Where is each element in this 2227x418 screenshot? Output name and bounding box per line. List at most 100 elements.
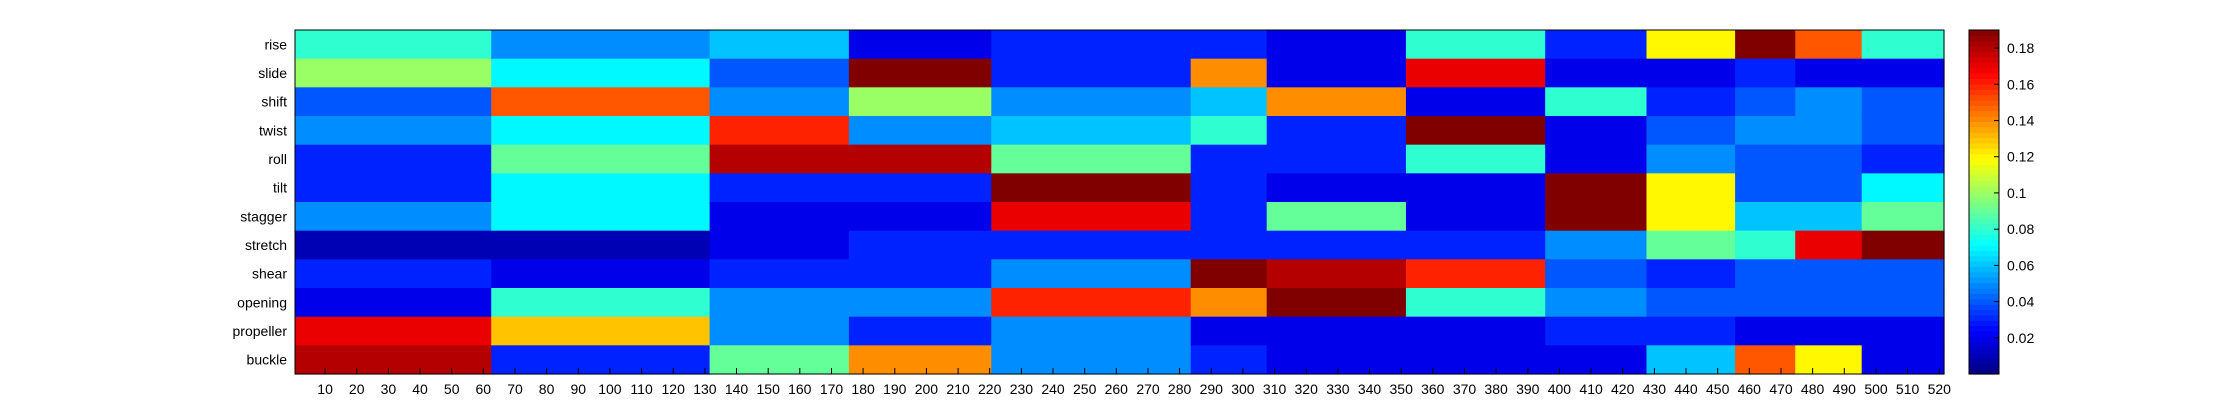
heatmap-cell-rise-12: [1861, 30, 1945, 60]
heatmap-cell-roll-7: [1405, 144, 1546, 174]
heatmap-cell-slide-9: [1646, 58, 1736, 88]
colorbar-segment: [1969, 175, 1999, 182]
heatmap-cell-roll-5: [1190, 144, 1268, 174]
heatmap-cell-rise-1: [491, 30, 711, 60]
heatmap-cell-stretch-1: [491, 230, 711, 260]
heatmap-cell-shear-9: [1646, 259, 1736, 289]
heatmap-cell-stagger-11: [1795, 202, 1863, 232]
heatmap-cell-shear-2: [709, 259, 850, 289]
x-tick-label-60: 60: [476, 381, 492, 397]
heatmap-cell-stretch-6: [1266, 230, 1407, 260]
row-label-rise: rise: [264, 36, 287, 52]
heatmap-cell-slide-4: [991, 58, 1192, 88]
heatmap-cell-tilt-6: [1266, 173, 1407, 203]
heatmap-cell-stretch-9: [1646, 230, 1736, 260]
x-tick-label-340: 340: [1358, 381, 1382, 397]
heatmap-cell-rise-6: [1266, 30, 1407, 60]
x-tick-label-220: 220: [978, 381, 1002, 397]
colorbar-segment: [1969, 132, 1999, 139]
colorbar-segment: [1969, 83, 1999, 90]
colorbar-tick-label: 0.04: [2007, 294, 2034, 310]
colorbar-segment: [1969, 148, 1999, 155]
heatmap-cell-slide-6: [1266, 58, 1407, 88]
x-tick-label-380: 380: [1484, 381, 1508, 397]
colorbar-tick-label: 0.14: [2007, 113, 2034, 129]
row-label-buckle: buckle: [247, 352, 288, 368]
row-label-shift: shift: [261, 94, 287, 110]
heatmap-cell-shift-8: [1545, 87, 1648, 117]
colorbar-segment: [1969, 56, 1999, 63]
colorbar-segment: [1969, 320, 1999, 327]
colorbar-tick-label: 0.08: [2007, 221, 2034, 237]
x-tick-label-100: 100: [598, 381, 622, 397]
colorbar-segment: [1969, 363, 1999, 370]
colorbar-segment: [1969, 73, 1999, 79]
heatmap-cell-tilt-2: [709, 173, 850, 203]
heatmap-cell-buckle-10: [1735, 345, 1796, 375]
x-tick-label-370: 370: [1453, 381, 1477, 397]
heatmap-cell-rise-9: [1646, 30, 1736, 60]
colorbar-segment: [1969, 121, 1999, 128]
heatmap-cell-roll-4: [991, 144, 1192, 174]
colorbar-tick-label: 0.16: [2007, 76, 2034, 92]
heatmap-cell-slide-10: [1735, 58, 1796, 88]
colorbar-segment: [1969, 352, 1999, 359]
heatmap-cell-twist-10: [1735, 116, 1796, 146]
heatmap-cell-twist-8: [1545, 116, 1648, 146]
colorbar-segment: [1969, 304, 1999, 311]
x-tick-label-80: 80: [539, 381, 555, 397]
heatmap-cell-propeller-0: [295, 316, 492, 346]
x-tick-label-70: 70: [507, 381, 523, 397]
colorbar-segment: [1969, 89, 1999, 96]
x-tick-label-390: 390: [1516, 381, 1540, 397]
heatmap-cell-twist-5: [1190, 116, 1268, 146]
heatmap-cell-propeller-1: [491, 316, 711, 346]
x-tick-label-400: 400: [1548, 381, 1572, 397]
heatmap-cell-shift-1: [491, 87, 711, 117]
colorbar-segment: [1969, 105, 1999, 112]
heatmap-cell-stagger-8: [1545, 202, 1648, 232]
colorbar-frame: [1968, 29, 2000, 375]
colorbar-segment: [1969, 309, 1999, 316]
heatmap-cell-opening-11: [1795, 288, 1863, 318]
colorbar-segment: [1969, 234, 1999, 241]
heatmap-cell-tilt-9: [1646, 173, 1736, 203]
colorbar-segment: [1969, 142, 1999, 149]
heatmap-cell-propeller-2: [709, 316, 850, 346]
heatmap-cell-propeller-7: [1405, 316, 1546, 346]
x-tick-label-490: 490: [1833, 381, 1857, 397]
heatmap-cell-rise-11: [1795, 30, 1863, 60]
colorbar-segment: [1969, 169, 1999, 176]
colorbar-segment: [1969, 46, 1999, 53]
heatmap-cell-stretch-2: [709, 230, 850, 260]
heatmap-cell-buckle-8: [1545, 345, 1648, 375]
heatmap-cell-stagger-2: [709, 202, 850, 232]
heatmap-cell-stagger-0: [295, 202, 492, 232]
heatmap-cell-stagger-5: [1190, 202, 1268, 232]
x-tick-label-450: 450: [1706, 381, 1730, 397]
colorbar-segment: [1969, 271, 1999, 278]
colorbar-segment: [1969, 110, 1999, 117]
x-tick-label-10: 10: [317, 381, 333, 397]
colorbar-tick-label: 0.12: [2007, 149, 2034, 165]
colorbar-segment: [1969, 239, 1999, 246]
heatmap-cell-shift-7: [1405, 87, 1546, 117]
heatmap-cell-opening-12: [1861, 288, 1945, 318]
heatmap-cell-opening-10: [1735, 288, 1796, 318]
colorbar-segment: [1969, 212, 1999, 219]
heatmap-cell-slide-0: [295, 58, 492, 88]
heatmap-cell-twist-2: [709, 116, 850, 146]
heatmap-cell-stagger-12: [1861, 202, 1945, 232]
heatmap-cell-shift-4: [991, 87, 1192, 117]
heatmap-cell-buckle-7: [1405, 345, 1546, 375]
x-tick-label-90: 90: [571, 381, 587, 397]
heatmap-cell-rise-2: [709, 30, 850, 60]
colorbar-segment: [1969, 288, 1999, 294]
heatmap-cell-twist-1: [491, 116, 711, 146]
heatmap-cell-opening-3: [848, 288, 992, 318]
colorbar-segment: [1969, 40, 1999, 47]
heatmap-cell-stretch-4: [991, 230, 1192, 260]
heatmap-cell-slide-1: [491, 58, 711, 88]
heatmap-cell-shift-3: [848, 87, 992, 117]
heatmap-cell-stretch-3: [848, 230, 992, 260]
